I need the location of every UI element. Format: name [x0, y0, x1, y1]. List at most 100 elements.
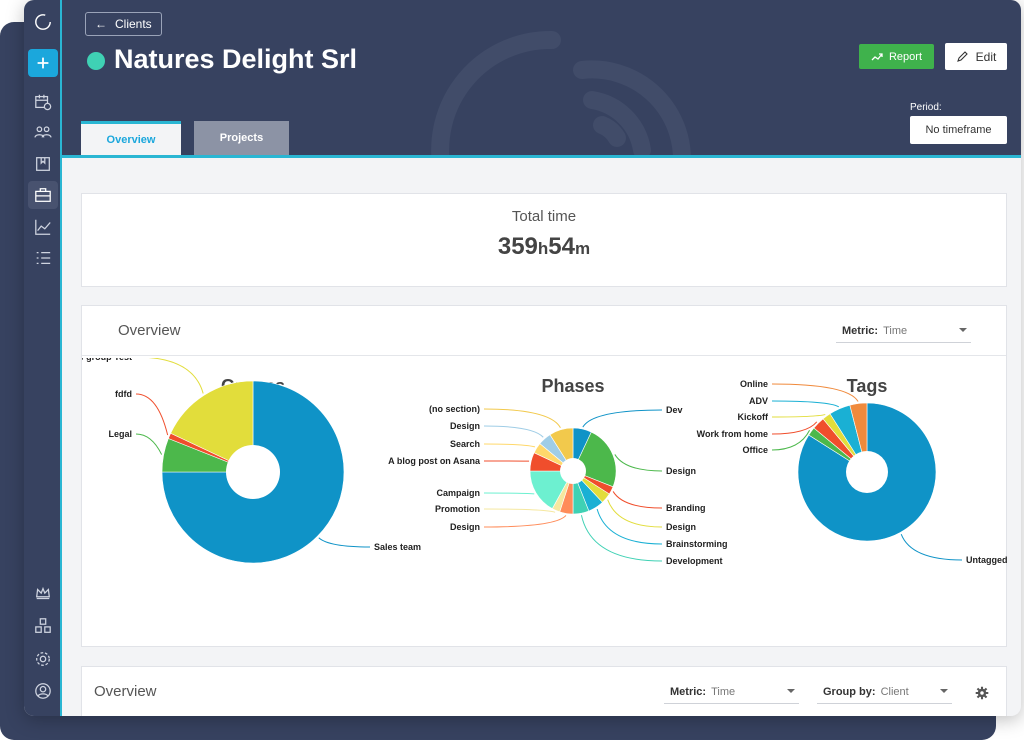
chart-icon[interactable]: [28, 213, 58, 241]
chevron-down-icon: [940, 689, 948, 693]
label-connector: [771, 430, 811, 451]
slice-label: Brainstorming: [666, 539, 728, 549]
overview-table-title: Overview: [94, 683, 157, 700]
label-connector: [771, 421, 818, 435]
label-connector: [612, 491, 663, 509]
page-title: Natures Delight Srl: [114, 44, 358, 74]
report-button[interactable]: Report: [859, 44, 934, 69]
back-to-clients-button[interactable]: ← Clients: [85, 12, 162, 36]
label-connector: [483, 443, 536, 448]
metric-select[interactable]: Metric: Time: [836, 319, 971, 343]
label-connector: [135, 433, 163, 455]
decorative-logo-watermark: [431, 30, 691, 155]
slice-label: Work from home: [697, 429, 768, 439]
group-by-label: Group by:: [823, 685, 876, 698]
add-icon[interactable]: [28, 49, 58, 77]
slice-label: ADV: [749, 396, 768, 406]
list-icon[interactable]: [28, 244, 58, 272]
label-connector: [483, 492, 535, 495]
group-by-select[interactable]: Group by: Client: [817, 680, 952, 704]
metric-label: Metric:: [842, 324, 879, 337]
label-connector: [135, 393, 169, 436]
label-connector: [900, 534, 963, 561]
total-time-label: Total time: [511, 208, 577, 225]
label-connector: [483, 408, 561, 429]
user-icon[interactable]: [28, 677, 58, 705]
arrow-left-icon: ←: [95, 17, 107, 31]
chart-title: Phases: [541, 376, 604, 396]
divider: [82, 355, 1006, 356]
slice-label: Office: [742, 445, 768, 455]
period-label: Period:: [910, 102, 942, 113]
label-connector: [607, 499, 663, 528]
boxes-icon[interactable]: [28, 612, 58, 640]
pencil-icon: [956, 51, 968, 62]
team-icon[interactable]: [28, 118, 58, 146]
slice-label: Campaign: [436, 488, 480, 498]
metric-value-2: Time: [711, 685, 736, 698]
group-by-value: Client: [880, 685, 909, 698]
edit-label: Edit: [975, 49, 997, 64]
header: ← Clients Natures Delight Srl Report Edi…: [62, 0, 1021, 158]
briefcase-icon[interactable]: [28, 181, 58, 209]
label-connector: [596, 508, 663, 545]
overview-title: Overview: [118, 322, 181, 339]
folder-icon[interactable]: [28, 150, 58, 178]
slice-label: New group Test: [82, 358, 132, 362]
hours-unit: h: [537, 239, 549, 258]
slice-label: A blog post on Asana: [388, 456, 481, 466]
label-connector: [614, 454, 663, 472]
pie-slice[interactable]: [170, 380, 254, 473]
slice-label: Untagged: [966, 555, 1008, 565]
slice-label: Kickoff: [737, 412, 769, 422]
app-window: ← Clients Natures Delight Srl Report Edi…: [24, 0, 1021, 716]
donut-hole: [846, 451, 888, 493]
chart-title: Tags: [847, 376, 888, 396]
report-label: Report: [888, 50, 923, 63]
gear-icon[interactable]: [975, 686, 989, 700]
back-label: Clients: [115, 17, 152, 31]
tab-overview[interactable]: Overview: [81, 121, 181, 155]
label-connector: [580, 515, 663, 562]
donut-hole: [560, 458, 586, 484]
label-connector: [148, 358, 204, 394]
settings-icon[interactable]: [28, 645, 58, 673]
label-connector: [483, 515, 567, 528]
logo-icon[interactable]: [28, 8, 58, 36]
metric-label-2: Metric:: [670, 685, 707, 698]
label-connector: [771, 383, 859, 402]
pie-chart-2: Tags Untagged Office Work from home Kickoff A…: [697, 376, 1008, 565]
calendar-clock-icon[interactable]: [28, 88, 58, 116]
slice-label: Dev: [666, 405, 683, 415]
slice-label: Branding: [666, 503, 706, 513]
slice-label: Online: [740, 379, 768, 389]
label-connector: [483, 508, 556, 513]
overview-charts-card: Overview Metric: Time GroupsSales teamLe…: [81, 305, 1008, 647]
total-time-card: Total time 359h54m: [81, 193, 1007, 287]
slice-label: Promotion: [435, 504, 480, 514]
period-select[interactable]: No timeframe: [910, 116, 1007, 144]
trend-icon: [871, 52, 883, 60]
slice-label: Design: [666, 466, 696, 476]
crown-icon[interactable]: [28, 580, 58, 608]
donut-hole: [226, 445, 280, 499]
chevron-down-icon: [959, 328, 967, 332]
sidebar: [24, 0, 62, 716]
pie-chart-0: GroupsSales teamLegalfdfdNew group Test: [82, 358, 421, 564]
label-connector: [771, 400, 840, 408]
metric-select-2[interactable]: Metric: Time: [664, 680, 799, 704]
pie-chart-1: Phases Dev Design Branding Design Brainstormi…: [388, 376, 727, 566]
edit-button[interactable]: Edit: [945, 43, 1007, 70]
label-connector: [771, 414, 826, 418]
pie-slice[interactable]: [529, 470, 574, 510]
slice-label: Development: [666, 556, 723, 566]
slice-label: Design: [666, 522, 696, 532]
chevron-down-icon: [787, 689, 795, 693]
slice-label: (no section): [429, 404, 480, 414]
slice-label: Legal: [108, 429, 132, 439]
label-connector: [582, 409, 663, 428]
slice-label: Sales team: [374, 542, 421, 552]
total-time-value: 359h54m: [82, 233, 1006, 261]
slice-label: Design: [450, 522, 480, 532]
tab-projects[interactable]: Projects: [194, 121, 289, 155]
